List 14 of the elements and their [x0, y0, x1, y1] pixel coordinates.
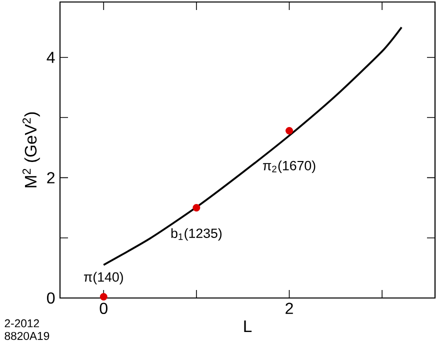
line-series [102, 26, 403, 266]
y-tick-label: 4 [46, 52, 55, 63]
y-tick-label: 0 [47, 292, 55, 304]
annotation: π(140) [84, 272, 123, 284]
y-axis-title: M$^{2}$ (GeV$^{2}$) [22, 112, 40, 188]
annotation: b$_{1}$(1235) [171, 228, 222, 241]
y-tick-label: 2 [47, 172, 54, 184]
point [100, 293, 108, 301]
x-axis-title: L [244, 320, 252, 332]
point [192, 204, 200, 212]
point [286, 127, 294, 134]
annotation: π$_{2}$(1670) [262, 160, 316, 173]
text: 8820A19 [4, 332, 50, 340]
text: 2-2012 [4, 319, 39, 328]
